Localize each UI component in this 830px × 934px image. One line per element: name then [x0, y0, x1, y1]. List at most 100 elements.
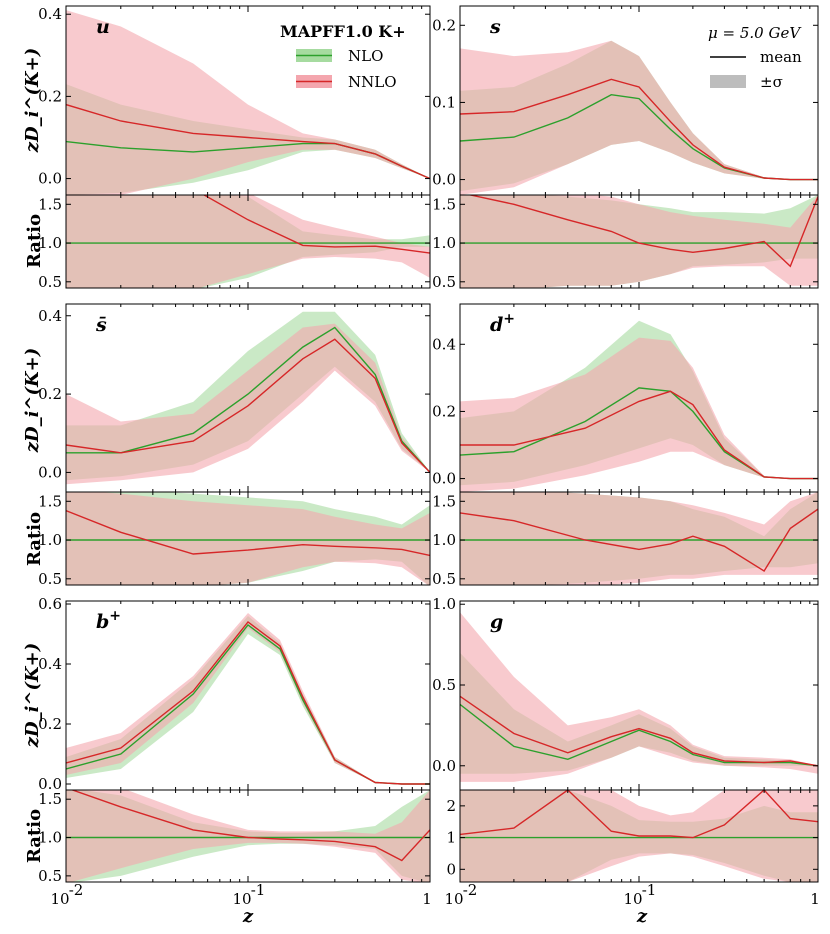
panel-sbar: 0.0 0.2 0.4 0.5 1.0 1.5 s̄	[38, 303, 431, 588]
legend-sigma-swatch	[710, 75, 746, 88]
x-tick-label-exp: -1	[642, 881, 657, 899]
ratio-label-row2: Ratio	[24, 512, 45, 566]
y-tick-label: 0.2	[432, 16, 456, 34]
y-tick-label: 0.5	[432, 273, 456, 291]
ratio-sbar-frame	[65, 491, 431, 586]
y-tick-label: 1.0	[432, 595, 456, 613]
main-bplus-plot-area	[66, 613, 430, 785]
ratio-dplus-plot-area	[460, 492, 818, 585]
panel-title-g: g	[490, 611, 503, 633]
y-axis-label-row3: zD_i^(K+)	[22, 643, 43, 749]
x-tick-label-exp: -2	[69, 881, 84, 899]
y-axis-label-row2: zD_i^(K+)	[22, 348, 43, 454]
main-bplus-nnlo-band	[66, 613, 430, 784]
ratio-u-plot-area	[66, 195, 430, 288]
y-tick-label: 0.0	[432, 757, 456, 775]
ratio-sbar-nnlo-mean	[66, 509, 430, 557]
y-tick-label: 0.2	[38, 715, 62, 733]
y-tick-label: 0.5	[432, 570, 456, 588]
y-tick-label: 0.0	[38, 463, 62, 481]
main-sbar-plot-area	[66, 311, 430, 485]
ratio-dplus-frame	[459, 491, 819, 586]
ratio-label-row3: Ratio	[24, 809, 45, 863]
y-axis-label-row1: zD_i^(K+)	[22, 48, 43, 154]
ratio-u-nnlo-band	[66, 195, 430, 288]
legend-nlo-label: NLO	[348, 47, 383, 65]
ratio-axis-label: Ratio	[24, 512, 45, 566]
ratio-sbar-plot-area	[66, 492, 430, 585]
ratio-g-plot-area	[460, 790, 818, 882]
y-tick-label: 1.0	[38, 531, 62, 549]
panels-group: 0.00.20.40.51.01.5u0.00.10.20.51.01.5s0.…	[38, 5, 820, 908]
main-s-nnlo-band	[460, 40, 818, 195]
y-axis-label-main: zD_i^(K+)	[22, 48, 43, 154]
main-dplus-nnlo-mean	[460, 390, 818, 480]
ratio-dplus-nnlo-mean	[460, 508, 818, 572]
y-tick-label: 0.1	[432, 93, 456, 111]
x-tick-label: 10	[232, 890, 251, 908]
ratio-g-frame	[459, 789, 819, 883]
panel-bplus: 0.00.20.40.60.51.01.510 -2 10 -1 1b+	[38, 595, 432, 908]
x-axis-label-right: z	[636, 906, 648, 927]
legend-sigma-label: ±σ	[760, 73, 783, 91]
ratio-bplus-frame	[65, 789, 431, 883]
y-tick-label: 0.2	[432, 402, 456, 420]
y-tick-label: 0.5	[38, 570, 62, 588]
y-tick-label: 0.0	[38, 775, 62, 793]
ratio-sbar-nnlo-band	[66, 492, 430, 585]
ratio-s-plot-area	[460, 195, 818, 288]
ratio-u-frame	[65, 194, 431, 289]
main-sbar-nlo-mean	[66, 326, 430, 473]
y-tick-label: 0.2	[38, 87, 62, 105]
main-u-nnlo-mean	[66, 103, 430, 180]
x-tick-label: 10	[444, 890, 463, 908]
y-tick-label: 0	[446, 860, 456, 878]
panel-s: 0.0 0.1 0.2 0.5 1.0 1.5 s	[432, 5, 819, 291]
main-g-nnlo-band	[460, 612, 818, 782]
legend-scale-label: μ = 5.0 GeV	[708, 24, 802, 42]
ratio-axis-label: Ratio	[24, 214, 45, 268]
y-tick-label: 0.5	[38, 867, 62, 885]
y-tick-label: 0.4	[432, 335, 456, 353]
panel-dplus: 0.0 0.2 0.4 0.5 1.0 1.5 d+	[432, 303, 819, 588]
y-tick-label: 0.4	[38, 307, 62, 325]
main-sbar-nnlo-mean	[66, 338, 430, 473]
y-tick-label: 1.5	[38, 790, 62, 808]
x-tick-label-exp: -1	[251, 881, 266, 899]
y-tick-label: 1.5	[38, 492, 62, 510]
main-s-nnlo-mean	[460, 78, 818, 181]
panel-title-dplus: d+	[490, 311, 515, 336]
ratio-s-nnlo-mean	[467, 195, 818, 268]
main-s-plot-area	[460, 40, 818, 195]
y-tick-label: 1.0	[38, 829, 62, 847]
ratio-label-row1: Ratio	[24, 214, 45, 268]
panel-title-u: u	[96, 16, 110, 38]
main-u-plot-area	[66, 10, 430, 195]
y-tick-label: 0.4	[38, 655, 62, 673]
y-tick-label: 2	[446, 797, 456, 815]
panel-title-s: s	[489, 16, 501, 38]
ratio-g-nnlo-mean	[460, 790, 818, 839]
x-tick-label: 1	[810, 890, 820, 908]
y-tick-label: 1.0	[38, 234, 62, 252]
legend-mean-label: mean	[760, 48, 802, 66]
main-g-nnlo-mean	[460, 695, 818, 767]
panel-u: 0.0 0.2 0.4 0.5 1.0 1.5 u	[38, 5, 431, 291]
y-tick-label: 1.5	[432, 492, 456, 510]
y-tick-label: 0.2	[38, 385, 62, 403]
legend-main: MAPFF1.0 K+ NLO NNLO	[280, 22, 406, 91]
y-axis-label-main: zD_i^(K+)	[22, 643, 43, 749]
legend-scale: μ = 5.0 GeV mean ±σ	[708, 24, 802, 91]
panel-title-bplus: b+	[96, 608, 121, 633]
legend-title: MAPFF1.0 K+	[280, 22, 406, 41]
y-tick-label: 1.0	[432, 234, 456, 252]
panel-title-sbar: s̄	[95, 314, 107, 336]
ratio-bplus-plot-area	[66, 790, 430, 882]
y-tick-label: 0.6	[38, 595, 62, 613]
ratio-axis-label: Ratio	[24, 809, 45, 863]
x-tick-label: 10	[50, 890, 69, 908]
ratio-bplus-nnlo-mean	[70, 790, 430, 862]
x-tick-label: 1	[422, 890, 432, 908]
x-tick-label: 10	[623, 890, 642, 908]
x-tick-label-exp: -2	[463, 881, 478, 899]
